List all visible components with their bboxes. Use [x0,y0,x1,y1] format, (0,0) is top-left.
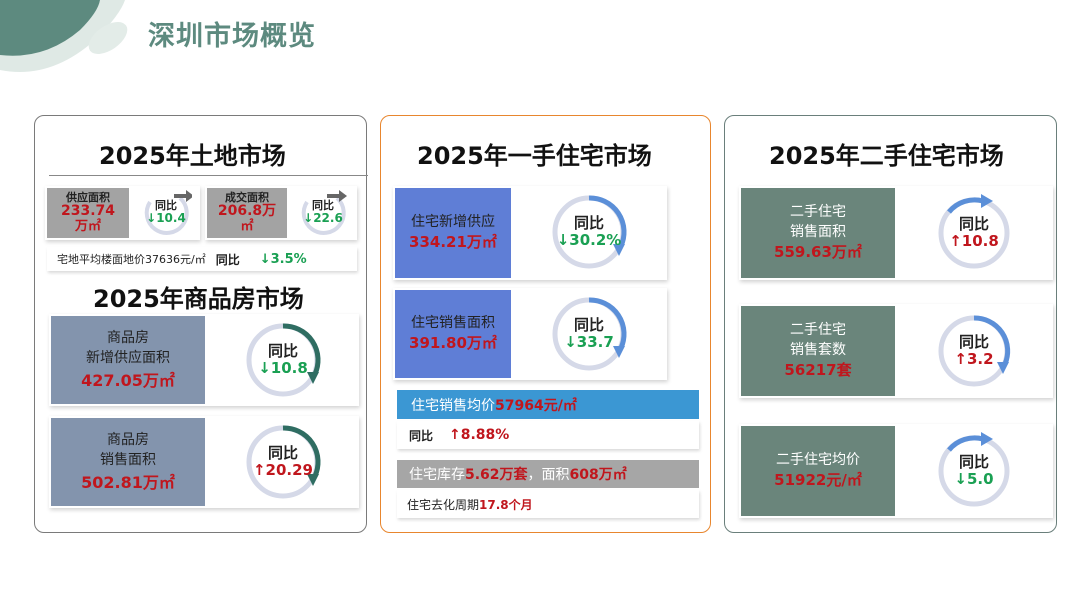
secondary-price-card: 二手住宅均价 51922元/㎡ 同比 ↓5.0 [739,424,1053,518]
secondary-market-title: 2025年二手住宅市场 [769,142,1004,170]
land-price-row: 宅地平均楼面地价37636元/㎡ 同比 ↓3.5% [47,247,357,271]
primary-housing-panel: 2025年一手住宅市场 住宅新增供应 334.21万㎡ 同比 ↓30.2% 住宅… [380,115,711,533]
secondary-price-yoy-ring: 同比 ↓5.0 [935,432,1013,510]
secondary-area-line1: 二手住宅 [790,203,846,220]
primary-supply-yoy-label: 同比 [573,213,604,232]
commercial-sales-value: 502.81万㎡ [81,472,175,492]
secondary-area-yoy-label: 同比 [958,214,989,233]
commercial-sales-line2: 销售面积 [100,452,156,469]
primary-price-yoy-label: 同比 [409,428,434,443]
secondary-count-line2: 销售套数 [790,342,846,359]
primary-supply-yoy-ring: 同比 ↓30.2% [549,192,629,272]
primary-sales-card: 住宅销售面积 391.80万㎡ 同比 ↓33.7 [393,288,667,380]
primary-supply-yoy-value: ↓30.2% [556,231,622,249]
secondary-count-yoy-value: ↑3.2 [954,350,994,368]
page-title: 深圳市场概览 [148,21,316,52]
land-supply-yoy-value: ↓10.4 [146,211,186,226]
commercial-supply-card: 商品房 新增供应面积 427.05万㎡ 同比 ↓10.8 [49,314,359,406]
land-supply-label: 供应面积 [66,191,110,205]
primary-supply-label: 住宅新增供应 [411,213,495,230]
secondary-area-box: 二手住宅 销售面积 559.63万㎡ [741,188,895,278]
secondary-price-label: 二手住宅均价 [776,451,860,468]
land-price-yoy-label: 同比 [215,252,240,267]
commercial-sales-card: 商品房 销售面积 502.81万㎡ 同比 ↑20.29 [49,416,359,508]
secondary-price-yoy-value: ↓5.0 [954,470,994,488]
secondary-area-value: 559.63万㎡ [774,243,862,262]
commercial-sales-line1: 商品房 [107,432,149,449]
land-supply-card: 供应面积 233.74 万㎡ 同比 ↓10.4 [45,186,200,240]
land-supply-unit: 万㎡ [74,218,101,234]
secondary-count-value: 56217套 [784,361,852,380]
secondary-area-yoy-ring: 同比 ↑10.8 [935,194,1013,272]
commercial-supply-yoy-ring: 同比 ↓10.8 [243,320,323,400]
secondary-price-value: 51922元/㎡ [774,471,862,490]
decorative-leaf-graphic [0,0,128,72]
primary-cycle-row: 住宅去化周期 17.8个月 [397,490,699,518]
commercial-supply-yoy-value: ↓10.8 [258,359,308,377]
land-supply-yoy-ring: 同比 ↓10.4 [140,188,192,238]
commercial-supply-line2: 新增供应面积 [86,350,170,367]
primary-inventory-mid: ，面积 [527,467,570,483]
commercial-supply-line1: 商品房 [107,330,149,347]
secondary-count-yoy-ring: 同比 ↑3.2 [935,312,1013,390]
secondary-count-card: 二手住宅 销售套数 56217套 同比 ↑3.2 [739,304,1053,398]
secondary-area-line2: 销售面积 [790,224,846,241]
land-price-text: 宅地平均楼面地价37636元/㎡ [57,253,206,266]
land-deal-box: 成交面积 206.8万 ㎡ [207,188,287,238]
commercial-supply-value: 427.05万㎡ [81,370,175,390]
land-commercial-panel: 2025年土地市场 供应面积 233.74 万㎡ 同比 ↓10.4 成交面积 2… [34,115,368,533]
primary-inventory-label: 住宅库存 [409,467,465,483]
primary-inventory-banner: 住宅库存 5.62万套 ，面积 608万㎡ [397,460,699,488]
secondary-area-card: 二手住宅 销售面积 559.63万㎡ 同比 ↑10.8 [739,186,1053,280]
land-supply-yoy-label: 同比 [155,198,177,212]
primary-market-title: 2025年一手住宅市场 [417,142,652,170]
land-deal-yoy-ring: 同比 ↓22.6 [297,188,349,238]
land-deal-value: 206.8万 [217,203,277,220]
land-deal-label: 成交面积 [225,191,269,205]
commercial-supply-box: 商品房 新增供应面积 427.05万㎡ [51,316,205,404]
secondary-housing-panel: 2025年二手住宅市场 二手住宅 销售面积 559.63万㎡ 同比 ↑10.8 … [724,115,1057,533]
primary-sales-yoy-label: 同比 [573,315,604,334]
primary-price-value: 57964元/㎡ [495,397,577,414]
primary-price-label: 住宅销售均价 [411,397,495,414]
land-deal-unit: ㎡ [240,218,254,234]
commercial-sales-yoy-label: 同比 [267,443,298,462]
land-supply-box: 供应面积 233.74 万㎡ [47,188,129,238]
primary-price-yoy-row: 同比 ↑8.88% [397,421,699,449]
land-deal-card: 成交面积 206.8万 ㎡ 同比 ↓22.6 [205,186,357,240]
primary-cycle-label: 住宅去化周期 [407,497,480,512]
primary-inventory-area: 608万㎡ [569,467,627,483]
secondary-count-box: 二手住宅 销售套数 56217套 [741,306,895,396]
primary-sales-label: 住宅销售面积 [411,314,495,331]
primary-supply-value: 334.21万㎡ [409,233,497,252]
primary-price-yoy-value: ↑8.88% [449,427,510,443]
primary-cycle-value: 17.8个月 [479,497,533,512]
commercial-supply-yoy-label: 同比 [267,341,298,360]
primary-sales-yoy-ring: 同比 ↓33.7 [549,294,629,374]
commercial-market-title: 2025年商品房市场 [93,285,304,313]
secondary-area-yoy-value: ↑10.8 [949,232,999,250]
commercial-sales-yoy-ring: 同比 ↑20.29 [243,422,323,502]
primary-price-banner: 住宅销售均价 57964元/㎡ [397,390,699,419]
primary-sales-yoy-value: ↓33.7 [564,333,614,351]
secondary-price-yoy-label: 同比 [958,452,989,471]
primary-sales-box: 住宅销售面积 391.80万㎡ [395,290,511,378]
land-price-yoy-value: ↓3.5% [259,251,307,267]
land-deal-yoy-label: 同比 [312,198,334,212]
land-deal-yoy-value: ↓22.6 [303,211,343,226]
primary-inventory-value: 5.62万套 [465,467,528,483]
commercial-sales-box: 商品房 销售面积 502.81万㎡ [51,418,205,506]
commercial-sales-yoy-value: ↑20.29 [252,461,313,479]
secondary-price-box: 二手住宅均价 51922元/㎡ [741,426,895,516]
primary-sales-value: 391.80万㎡ [409,334,497,353]
primary-supply-box: 住宅新增供应 334.21万㎡ [395,188,511,278]
secondary-count-yoy-label: 同比 [958,332,989,351]
primary-supply-card: 住宅新增供应 334.21万㎡ 同比 ↓30.2% [393,186,667,280]
land-market-title: 2025年土地市场 [99,142,286,170]
land-supply-value: 233.74 [60,203,116,220]
secondary-count-line1: 二手住宅 [790,321,846,338]
